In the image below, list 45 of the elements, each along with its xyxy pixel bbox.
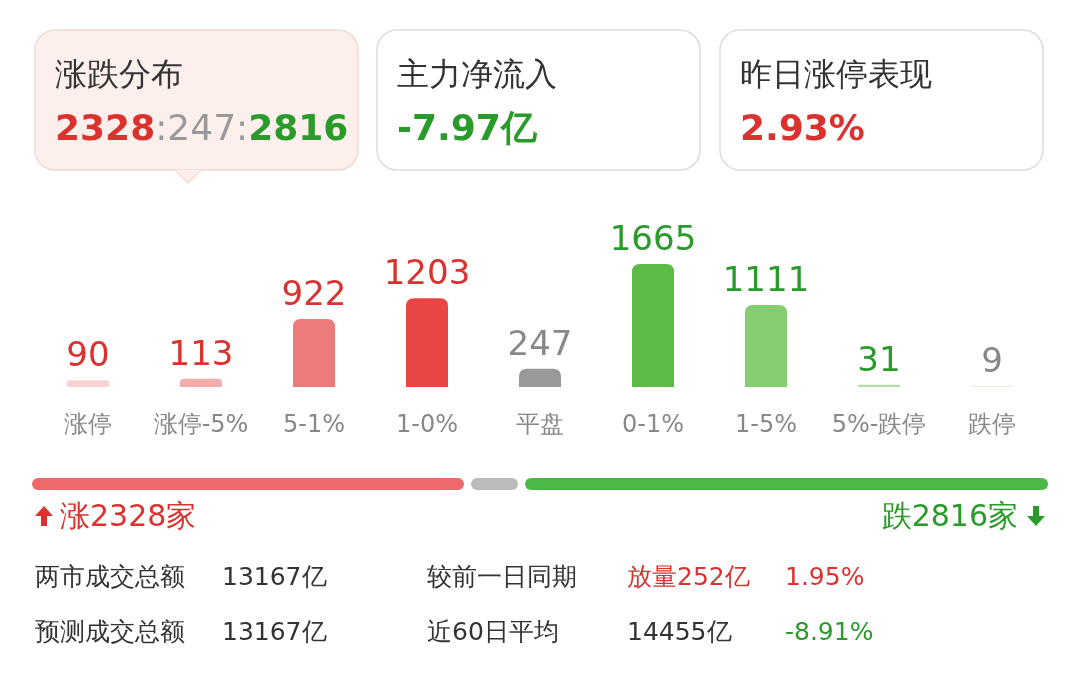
- text: 两市成交总额: [35, 562, 185, 591]
- text: 预测成交总额: [35, 617, 185, 646]
- data-label: 1203: [383, 252, 471, 293]
- bar: [67, 380, 109, 387]
- x-tick-label: 5-1%: [282, 410, 346, 438]
- data-label: 9: [981, 340, 1003, 381]
- text: 放量252亿: [627, 562, 750, 591]
- text: 2328: [55, 107, 156, 148]
- text: 近60日平均: [427, 617, 559, 646]
- x-tick-label: 1-0%: [395, 410, 459, 438]
- bar: [519, 368, 561, 387]
- data-label: 1665: [609, 218, 697, 258]
- text: 1.95%: [785, 562, 865, 591]
- text: 跌2816家: [881, 498, 1018, 533]
- text: 13167亿: [222, 562, 327, 591]
- data-label: 922: [281, 272, 347, 313]
- data-label: 1111: [722, 258, 810, 299]
- text: 2.93%: [740, 107, 865, 148]
- x-tick-label: 平盘: [516, 410, 564, 438]
- text: 14455亿: [627, 617, 732, 646]
- text: 涨跌分布: [55, 55, 183, 93]
- x-tick-label: 1-5%: [734, 410, 798, 438]
- bar: [745, 304, 787, 387]
- data-label: 90: [66, 334, 110, 375]
- x-tick-label: 跌停: [968, 410, 1016, 438]
- text: 2816: [248, 107, 349, 148]
- text: -7.97亿: [397, 107, 538, 148]
- text: 昨日涨停表现: [740, 55, 932, 93]
- x-tick-label: 涨停: [64, 410, 112, 438]
- text: -8.91%: [785, 617, 874, 646]
- bar: [632, 264, 674, 387]
- text: :247:: [155, 107, 249, 148]
- bar: [293, 318, 335, 387]
- text: 涨2328家: [60, 498, 197, 533]
- bar: [180, 378, 222, 387]
- x-tick-label: 涨停-5%: [153, 410, 249, 438]
- x-tick-label: 0-1%: [621, 410, 685, 438]
- text: 较前一日同期: [427, 562, 577, 591]
- text: 主力净流入: [397, 55, 557, 93]
- data-label: 31: [857, 338, 901, 379]
- bar: [406, 298, 448, 387]
- text: 13167亿: [222, 617, 327, 646]
- x-tick-label: 5%-跌停: [831, 410, 927, 438]
- data-label: 247: [507, 322, 573, 363]
- data-label: 113: [168, 332, 234, 373]
